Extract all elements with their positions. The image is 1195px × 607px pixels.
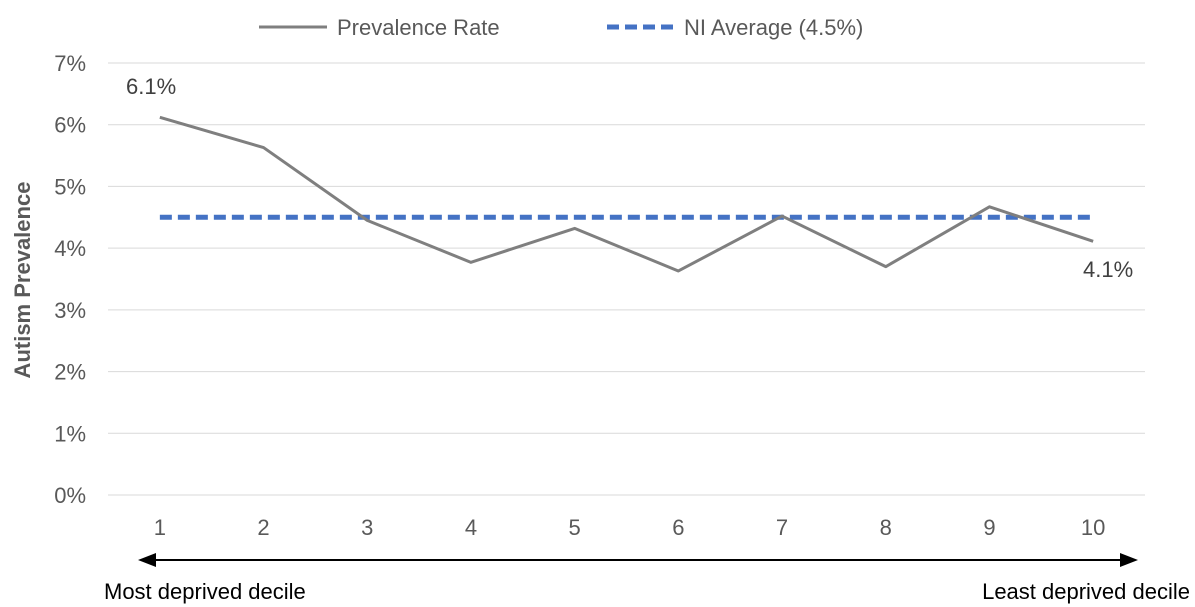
arrow-head-right	[1120, 553, 1138, 567]
x-tick-label: 7	[776, 515, 788, 540]
y-tick-labels: 0% 1% 2% 3% 4% 5% 6% 7%	[54, 51, 86, 508]
x-tick-labels: 1 2 3 4 5 6 7 8 9 10	[154, 515, 1106, 540]
legend-label-prevalence: Prevalence Rate	[337, 15, 500, 40]
data-label-first: 6.1%	[126, 74, 176, 99]
y-tick-label: 3%	[54, 298, 86, 323]
legend: Prevalence Rate NI Average (4.5%)	[259, 15, 863, 40]
x-tick-label: 3	[361, 515, 373, 540]
x-tick-label: 2	[257, 515, 269, 540]
y-tick-label: 7%	[54, 51, 86, 76]
prevalence-rate-line	[159, 115, 1094, 273]
series-lines	[159, 115, 1094, 273]
deprivation-arrow	[138, 553, 1138, 567]
y-tick-label: 1%	[54, 421, 86, 446]
x-tick-label: 5	[569, 515, 581, 540]
caption-least-deprived: Least deprived decile	[982, 579, 1190, 604]
gridlines	[108, 62, 1145, 496]
caption-most-deprived: Most deprived decile	[104, 579, 306, 604]
y-tick-label: 0%	[54, 483, 86, 508]
x-tick-label: 9	[983, 515, 995, 540]
y-tick-label: 5%	[54, 174, 86, 199]
y-tick-label: 2%	[54, 360, 86, 385]
data-label-last: 4.1%	[1083, 257, 1133, 282]
x-tick-label: 1	[154, 515, 166, 540]
x-tick-label: 4	[465, 515, 477, 540]
y-axis-label: Autism Prevalence	[10, 182, 35, 379]
y-tick-label: 4%	[54, 236, 86, 261]
y-tick-label: 6%	[54, 113, 86, 138]
x-tick-label: 6	[672, 515, 684, 540]
legend-label-ni-average: NI Average (4.5%)	[684, 15, 863, 40]
arrow-head-left	[138, 553, 156, 567]
x-tick-label: 8	[880, 515, 892, 540]
x-tick-label: 10	[1081, 515, 1105, 540]
